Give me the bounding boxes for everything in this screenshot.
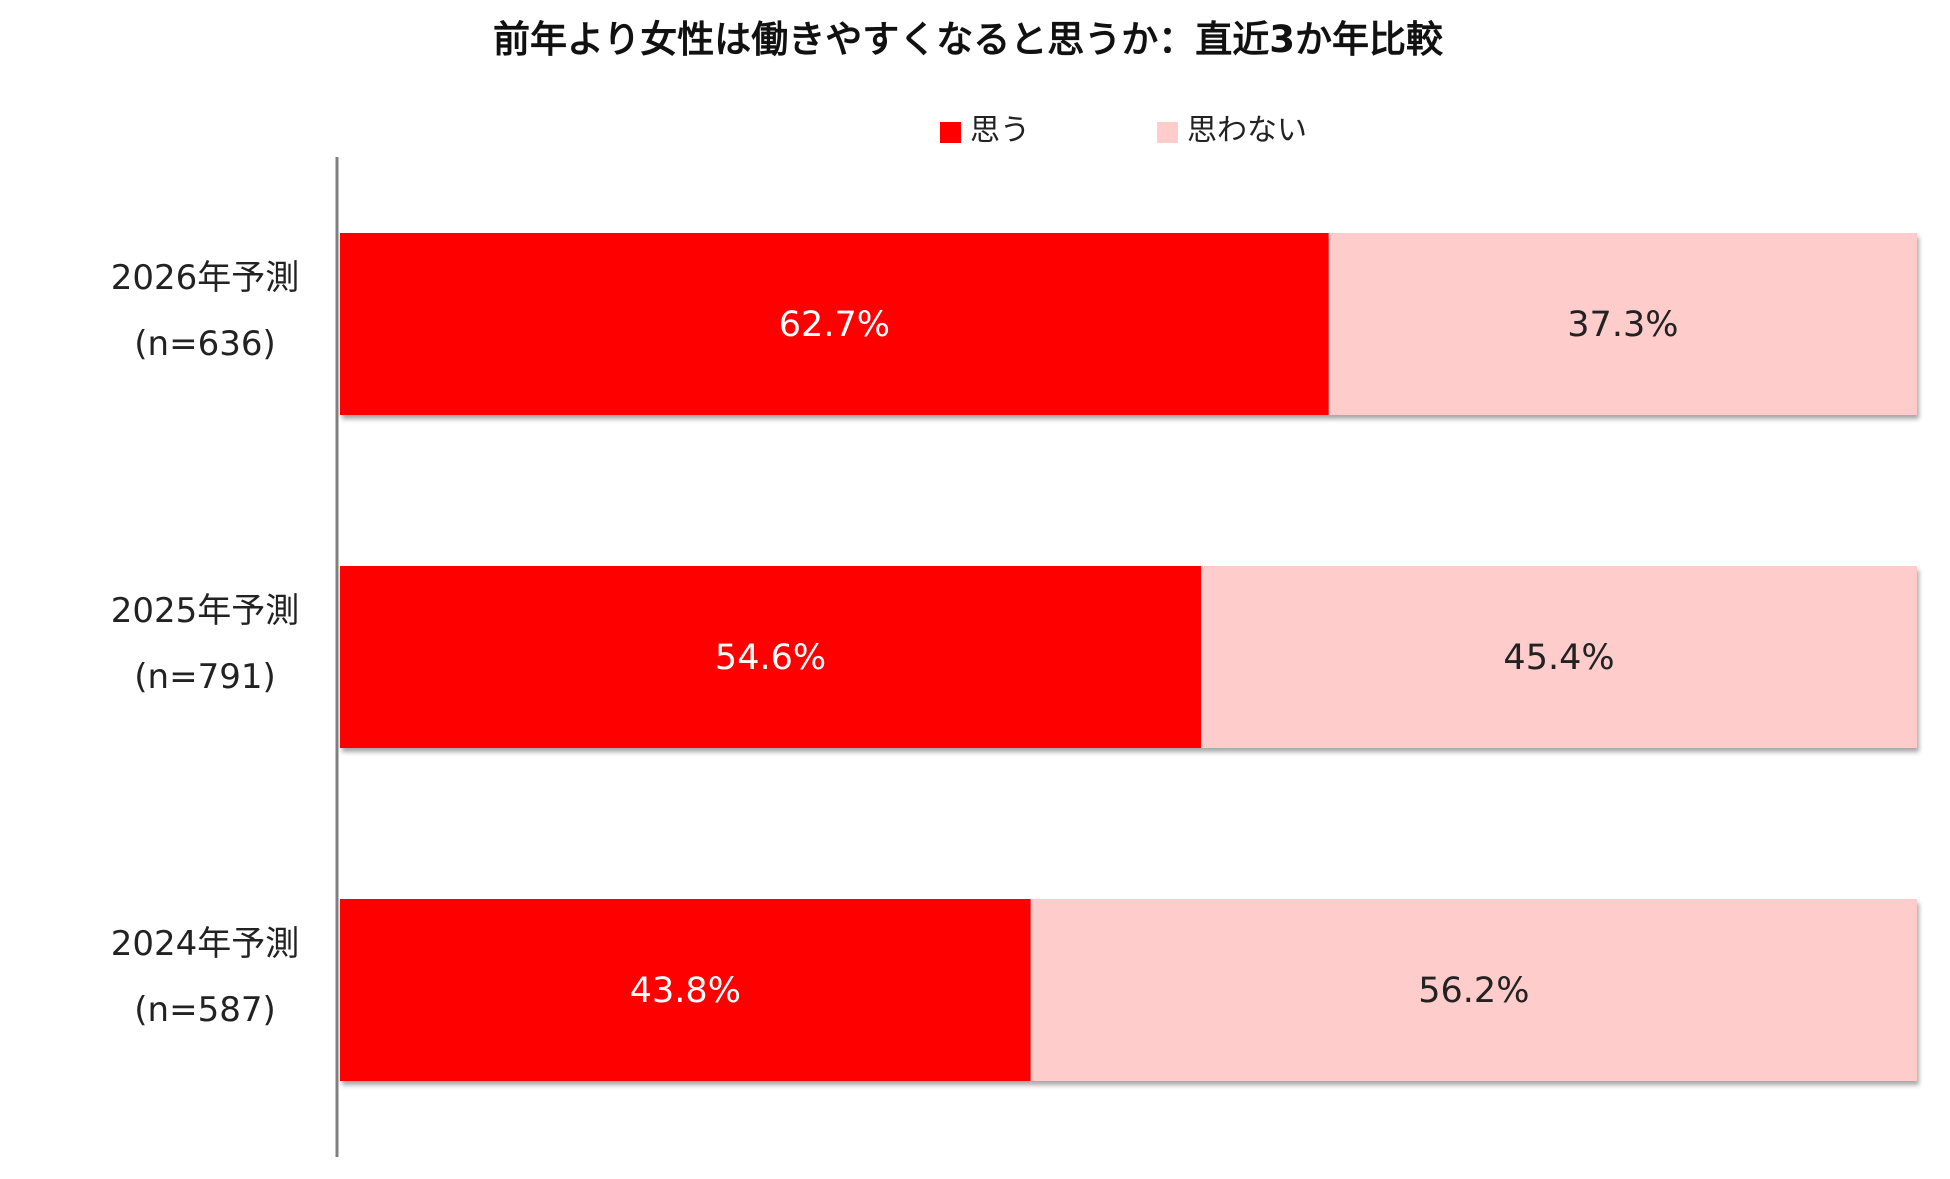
bar-row-1 — [340, 233, 1917, 415]
category-label-2-line-1: 2025年予測 — [111, 591, 300, 631]
category-label-2-line-2: (n=791) — [134, 657, 275, 697]
legend-label-2: 思わない — [1187, 113, 1307, 148]
bar-segment-agree-3 — [340, 899, 1031, 1081]
bar-row-3 — [340, 899, 1917, 1081]
data-label-agree-3: 43.8% — [630, 971, 741, 1011]
data-label-disagree-2: 45.4% — [1503, 638, 1614, 678]
data-label-agree-1: 62.7% — [779, 305, 890, 345]
category-label-1-line-2: (n=636) — [134, 324, 275, 364]
data-label-disagree-3: 56.2% — [1418, 971, 1529, 1011]
category-labels: 2026年予測 (n=636) 2025年予測 (n=791) 2024年予測 (n=58… — [111, 258, 300, 1030]
data-label-agree-2: 54.6% — [715, 638, 826, 678]
bar-row-2 — [340, 566, 1917, 748]
bar-segment-disagree-1 — [1328, 233, 1917, 415]
legend-label-1: 思う — [970, 113, 1030, 148]
category-label-1-line-1: 2026年予測 — [111, 258, 300, 298]
category-label-3-line-1: 2024年予測 — [111, 924, 300, 964]
legend-swatch-1 — [940, 122, 961, 143]
legend-swatch-2 — [1157, 122, 1178, 143]
category-label-3-line-2: (n=587) — [134, 990, 275, 1030]
chart-title: 前年より女性は働きやすくなると思うか：直近3か年比較 — [493, 18, 1444, 61]
bar-segment-agree-1 — [340, 233, 1329, 415]
bar-segment-disagree-2 — [1201, 566, 1917, 748]
bar-segment-disagree-3 — [1030, 899, 1917, 1081]
bar-area: 62.7% 37.3% 54.6% 45.4% 43.8% 56.2% — [340, 233, 1917, 1081]
chart-legend: 思う 思わない — [940, 113, 1307, 148]
data-label-disagree-1: 37.3% — [1567, 305, 1678, 345]
bar-segment-agree-2 — [340, 566, 1202, 748]
